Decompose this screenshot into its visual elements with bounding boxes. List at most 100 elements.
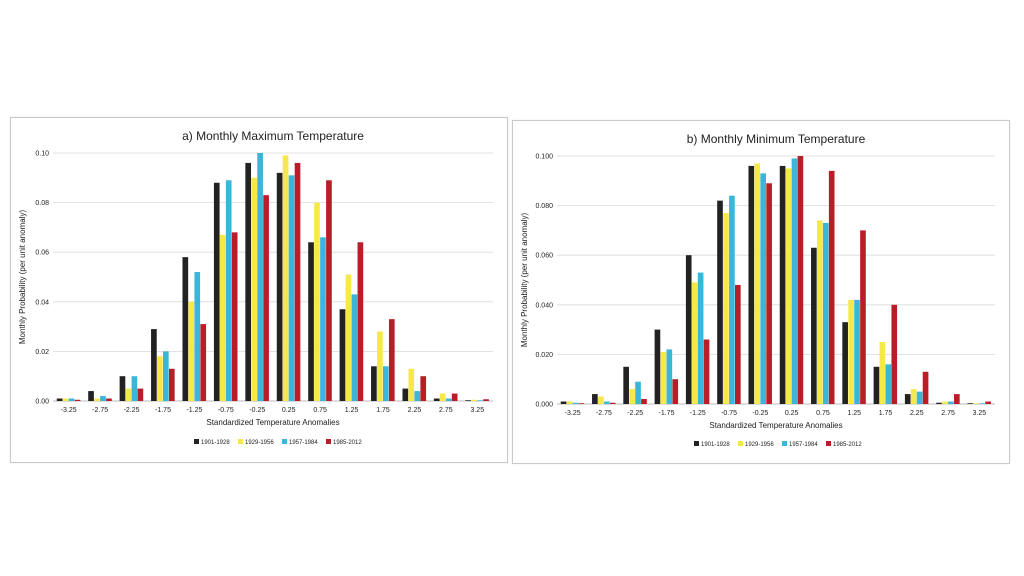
x-tick-label: 3.25 [973, 410, 987, 417]
bar-1985-2012-0.25 [294, 162, 301, 401]
y-tick-label: 0.100 [535, 154, 553, 161]
bar-1957-1984-0.25 [288, 175, 295, 401]
bar-1985-2012--0.75 [231, 232, 238, 401]
bar-1929-1956-0.75 [314, 202, 320, 401]
bar-1957-1984-1.75 [885, 364, 892, 404]
bar-1929-1956--1.75 [660, 351, 667, 404]
bar-1929-1956--1.25 [691, 282, 698, 404]
bar-1957-1984--3.25 [68, 398, 75, 401]
bar-1957-1984--0.25 [257, 153, 263, 401]
x-tick-label: 2.75 [941, 410, 955, 417]
bar-1985-2012-2.75 [954, 394, 960, 404]
bar-1929-1956-2.75 [439, 393, 446, 401]
y-tick-label: 0.020 [535, 352, 553, 359]
legend-swatch [194, 439, 199, 444]
y-tick-label: 0.06 [35, 250, 49, 257]
bar-1957-1984-1.75 [383, 366, 389, 401]
x-tick-label: 0.75 [313, 407, 327, 414]
bar-1985-2012-0.75 [326, 180, 332, 401]
x-tick-label: -2.75 [596, 410, 612, 417]
bar-1985-2012--0.25 [263, 195, 269, 401]
legend-swatch [782, 441, 787, 446]
bar-1901-1928--2.75 [592, 394, 598, 404]
bar-1957-1984-2.75 [948, 401, 954, 404]
legend-label: 1957-1984 [789, 442, 818, 448]
bar-1901-1928-1.75 [371, 366, 377, 401]
bar-1957-1984-3.25 [477, 400, 483, 401]
bar-1985-2012-0.25 [797, 156, 804, 404]
x-tick-label: -0.25 [752, 410, 768, 417]
bar-1985-2012-2.25 [922, 371, 929, 404]
bar-1957-1984--2.75 [603, 401, 610, 404]
bar-1901-1928-0.25 [779, 165, 786, 404]
y-tick-label: 0.000 [535, 402, 553, 409]
bar-1901-1928-2.75 [936, 402, 942, 404]
x-tick-label: -2.75 [92, 407, 108, 414]
bar-1985-2012--1.25 [703, 339, 710, 404]
bar-1985-2012-2.25 [420, 376, 427, 401]
bar-1929-1956--2.75 [597, 396, 604, 404]
bar-1985-2012--2.25 [641, 399, 647, 404]
bar-1901-1928--1.25 [182, 257, 189, 401]
bar-1957-1984--2.75 [100, 396, 106, 401]
bar-1901-1928--0.25 [245, 162, 252, 401]
bar-1985-2012--1.75 [168, 368, 175, 401]
bar-1957-1984--0.25 [760, 173, 767, 404]
bar-1985-2012-0.75 [828, 170, 835, 404]
bar-1985-2012-1.75 [891, 304, 898, 404]
bar-1901-1928-3.25 [465, 400, 472, 401]
y-tick-label: 0.040 [535, 302, 553, 309]
x-axis-label: Standardized Temperature Anomalies [206, 418, 339, 427]
bar-1985-2012-1.75 [388, 319, 395, 401]
chart-max-temperature: a) Monthly Maximum Temperature 0.00 0.02 0.… [18, 129, 493, 446]
x-tick-label: 1.75 [879, 410, 893, 417]
legend-swatch [826, 441, 831, 446]
bar-1957-1984-3.25 [979, 403, 986, 404]
bar-1929-1956-1.75 [377, 331, 383, 401]
x-tick-label: 1.25 [345, 407, 359, 414]
legend-label: 1929-1956 [245, 440, 274, 446]
bar-1957-1984--2.25 [131, 376, 138, 401]
legend-label: 1929-1956 [745, 442, 774, 448]
bar-1901-1928-2.25 [904, 394, 911, 404]
bar-1901-1928-1.25 [842, 322, 848, 404]
x-tick-label: -0.75 [721, 410, 737, 417]
bar-1929-1956--0.25 [754, 163, 761, 404]
x-tick-label: -2.25 [627, 410, 643, 417]
x-tick-label: -3.25 [61, 407, 77, 414]
bar-1957-1984-1.25 [854, 299, 860, 404]
bar-1985-2012-2.75 [451, 393, 458, 401]
bar-1901-1928--2.25 [623, 366, 629, 404]
x-axis-label: Standardized Temperature Anomalies [709, 421, 842, 430]
bar-1929-1956--2.25 [629, 389, 635, 404]
bar-1929-1956--2.75 [94, 398, 100, 401]
x-tick-label: -1.25 [690, 410, 706, 417]
bar-1901-1928--3.25 [56, 398, 63, 401]
x-tick-label: 1.75 [376, 407, 390, 414]
bar-1929-1956--3.25 [566, 401, 573, 404]
bar-1929-1956-2.25 [408, 368, 415, 401]
bar-1901-1928-1.75 [873, 366, 880, 404]
y-axis-label: Monthly Probability (per unit anomaly) [18, 210, 27, 345]
bar-1985-2012-1.25 [860, 230, 866, 404]
bar-1957-1984-0.75 [320, 237, 326, 401]
bar-1901-1928--1.75 [654, 329, 661, 404]
bar-1929-1956--0.75 [219, 234, 226, 401]
legend-label: 1901-1928 [701, 442, 730, 448]
x-tick-label: 3.25 [470, 407, 484, 414]
x-tick-label: 0.25 [282, 407, 296, 414]
bar-1957-1984--1.75 [666, 349, 673, 404]
bar-1901-1928--3.25 [560, 401, 567, 404]
bar-1957-1984--3.25 [572, 402, 579, 404]
legend-label: 1985-2012 [333, 440, 362, 446]
bar-1929-1956-1.25 [345, 274, 352, 401]
bar-1901-1928-0.75 [308, 242, 314, 401]
x-tick-label: -1.25 [186, 407, 202, 414]
bar-1929-1956-0.25 [785, 168, 792, 404]
bar-1929-1956-3.25 [471, 399, 477, 401]
bar-1901-1928-1.25 [339, 309, 346, 401]
legend-swatch [694, 441, 699, 446]
bar-1985-2012--2.75 [609, 402, 616, 404]
bar-1957-1984--1.25 [697, 272, 704, 404]
y-tick-label: 0.08 [35, 200, 49, 207]
